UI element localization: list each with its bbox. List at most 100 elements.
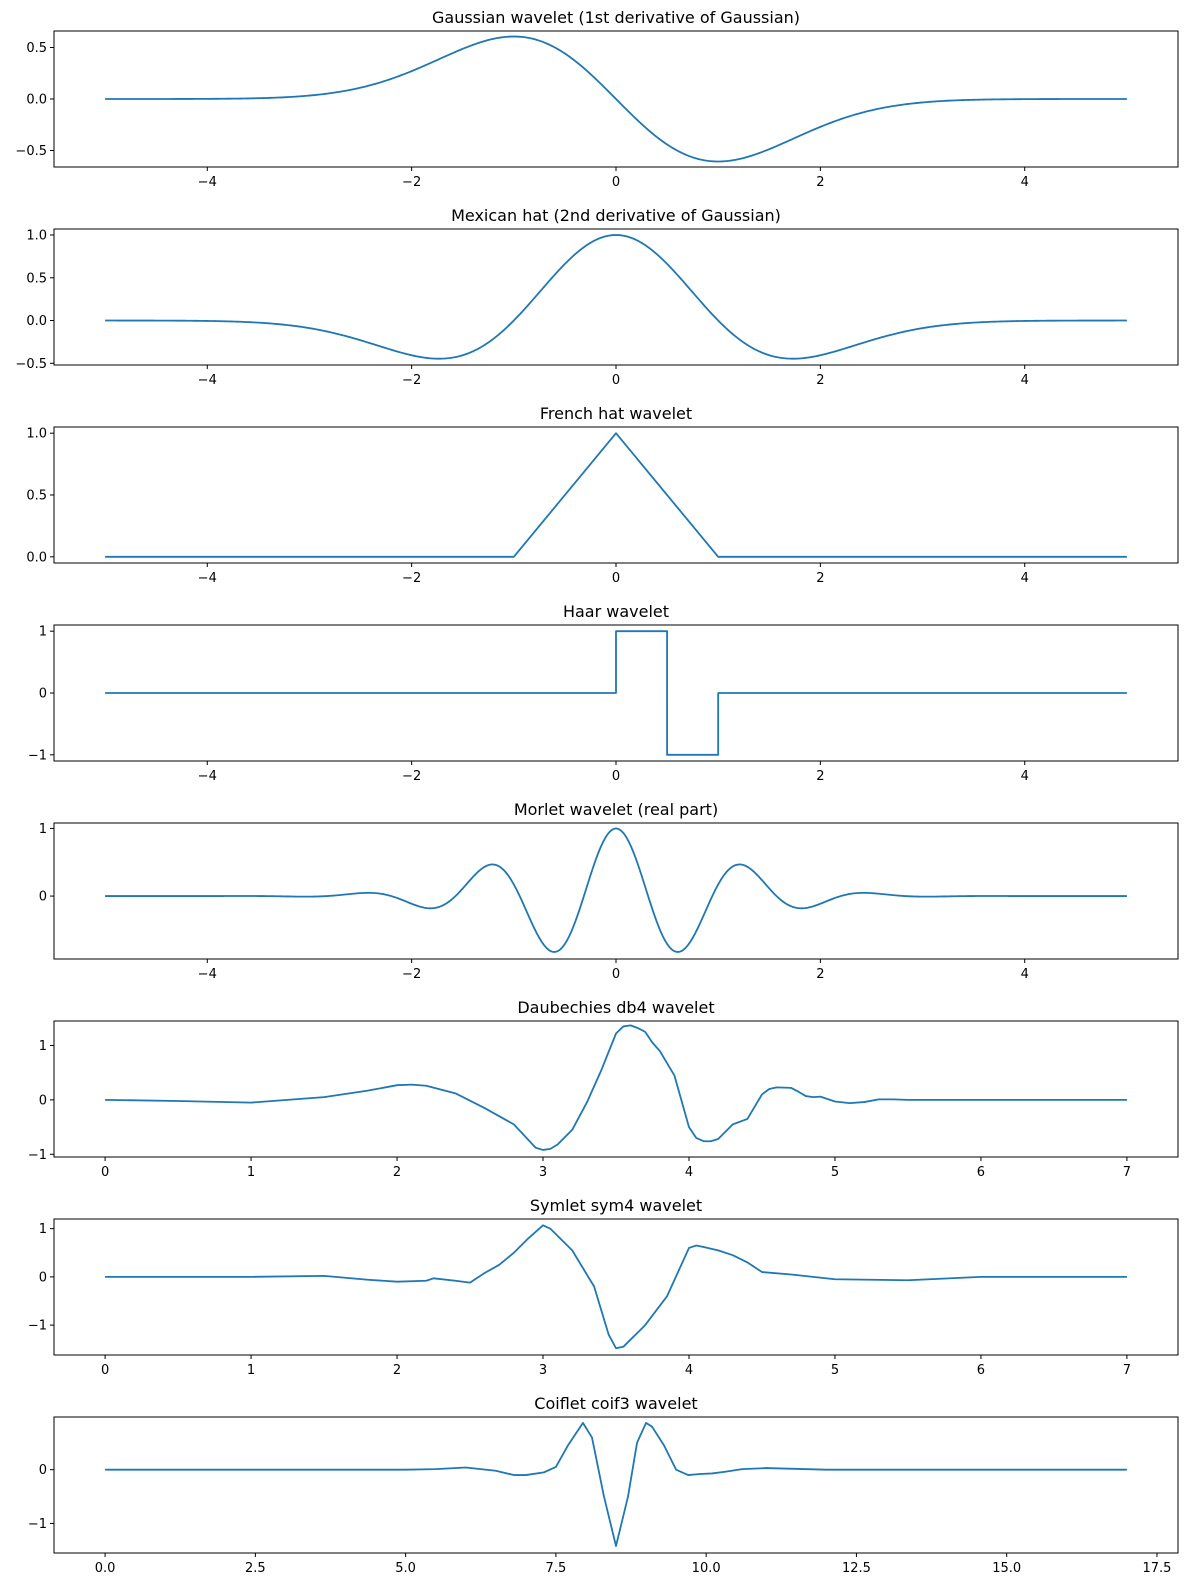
- x-tick-label: 0: [101, 1165, 109, 1180]
- axes-frame: [53, 426, 1179, 564]
- y-tick-label: 0: [39, 687, 47, 702]
- x-tick-label: −4: [198, 967, 217, 982]
- y-tick-label: 1: [39, 1039, 47, 1054]
- y-tick-label: 0.0: [26, 550, 47, 565]
- x-tick-label: 4: [1021, 571, 1029, 586]
- x-tick-label: 0: [612, 175, 620, 190]
- series-line-gaussian: [105, 35, 1127, 163]
- subplot-7: Symlet sym4 wavelet 0 1 2 3 4 5 6 7 −1 0 1: [28, 1196, 1179, 1378]
- subplot-title: Daubechies db4 wavelet: [517, 998, 714, 1017]
- y-tick-label: −0.5: [15, 357, 47, 372]
- subplot-1: Gaussian wavelet (1st derivative of Gaus…: [15, 8, 1179, 190]
- x-tick-label: 0: [612, 373, 620, 388]
- series-line-morlet: [105, 827, 1127, 953]
- y-tick-label: 1: [39, 822, 47, 837]
- y-tick-label: 1: [39, 1222, 47, 1237]
- axes-frame: [53, 1218, 1179, 1356]
- y-tick-label: 1.0: [26, 427, 47, 442]
- x-tick-label: 0: [612, 967, 620, 982]
- axes-frame: [53, 228, 1179, 366]
- y-tick-label: −0.5: [15, 144, 47, 159]
- axes-frame: [53, 1020, 1179, 1158]
- series-line-coif3: [105, 1422, 1127, 1547]
- subplot-8: Coiflet coif3 wavelet 0.0 2.5 5.0 7.5 10.0 12.…: [28, 1394, 1179, 1576]
- x-tick-label: −2: [402, 373, 421, 388]
- series-line-sym4: [105, 1224, 1127, 1350]
- axes-frame: [53, 822, 1179, 960]
- series-line-french-hat: [105, 432, 1127, 558]
- subplot-title: Gaussian wavelet (1st derivative of Gaus…: [432, 8, 800, 27]
- x-tick-label: 4: [685, 1165, 693, 1180]
- x-tick-label: 2: [393, 1363, 401, 1378]
- x-tick-label: 4: [1021, 967, 1029, 982]
- axes-frame: [53, 1416, 1179, 1554]
- y-tick-label: −1: [28, 1517, 47, 1532]
- x-tick-label: −4: [198, 175, 217, 190]
- subplot-6: Daubechies db4 wavelet 0 1 2 3 4 5 6 7 −1 0 1: [28, 998, 1179, 1180]
- x-tick-label: 15.0: [992, 1561, 1021, 1576]
- x-tick-label: −2: [402, 769, 421, 784]
- subplot-5: Morlet wavelet (real part) −4 −2 0 2 4 0 1: [39, 800, 1179, 982]
- x-tick-label: 0.0: [95, 1561, 116, 1576]
- x-tick-label: −4: [198, 373, 217, 388]
- y-tick-label: 1.0: [26, 228, 47, 243]
- x-tick-label: 6: [977, 1363, 985, 1378]
- subplot-title: Coiflet coif3 wavelet: [534, 1394, 697, 1413]
- y-tick-label: 0.5: [26, 271, 47, 286]
- x-tick-label: 0: [612, 769, 620, 784]
- x-tick-label: 2: [393, 1165, 401, 1180]
- x-tick-label: 5.0: [395, 1561, 416, 1576]
- x-tick-label: 1: [247, 1363, 255, 1378]
- x-tick-label: 7: [1123, 1165, 1131, 1180]
- x-tick-label: 2.5: [245, 1561, 266, 1576]
- x-tick-label: 2: [816, 769, 824, 784]
- y-tick-label: 1: [39, 625, 47, 640]
- x-tick-label: 2: [816, 175, 824, 190]
- x-tick-label: 6: [977, 1165, 985, 1180]
- y-tick-label: 0.5: [26, 41, 47, 56]
- subplot-4: Haar wavelet −4 −2 0 2 4 −1 0 1: [28, 602, 1179, 784]
- subplot-title: Symlet sym4 wavelet: [530, 1196, 702, 1215]
- subplot-3: French hat wavelet −4 −2 0 2 4 0.0 0.5 1.0: [26, 404, 1179, 586]
- x-tick-label: 0: [612, 571, 620, 586]
- x-tick-label: 1: [247, 1165, 255, 1180]
- x-tick-label: 7.5: [546, 1561, 567, 1576]
- x-tick-label: 12.5: [842, 1561, 871, 1576]
- series-line-mexican-hat: [105, 234, 1127, 360]
- x-tick-label: −4: [198, 769, 217, 784]
- x-tick-label: 4: [685, 1363, 693, 1378]
- x-tick-label: −4: [198, 571, 217, 586]
- x-tick-label: 3: [539, 1363, 547, 1378]
- x-tick-label: 10.0: [692, 1561, 721, 1576]
- y-tick-label: 0: [39, 1093, 47, 1108]
- subplot-title: French hat wavelet: [540, 404, 692, 423]
- y-tick-label: 0.0: [26, 314, 47, 329]
- x-tick-label: 5: [831, 1165, 839, 1180]
- x-tick-label: 3: [539, 1165, 547, 1180]
- y-tick-label: 0: [39, 890, 47, 905]
- x-tick-label: 0: [101, 1363, 109, 1378]
- series-line-db4: [105, 1024, 1127, 1151]
- y-tick-label: −1: [28, 1148, 47, 1163]
- subplot-2: Mexican hat (2nd derivative of Gaussian)…: [15, 206, 1179, 388]
- y-tick-label: 0.5: [26, 489, 47, 504]
- x-tick-label: 2: [816, 373, 824, 388]
- x-tick-label: 4: [1021, 769, 1029, 784]
- x-tick-label: 5: [831, 1363, 839, 1378]
- x-tick-label: −2: [402, 571, 421, 586]
- x-tick-label: 4: [1021, 175, 1029, 190]
- x-tick-label: −2: [402, 175, 421, 190]
- subplot-title: Haar wavelet: [563, 602, 669, 621]
- x-tick-label: 2: [816, 967, 824, 982]
- subplot-title: Morlet wavelet (real part): [514, 800, 718, 819]
- y-tick-label: 0: [39, 1463, 47, 1478]
- y-tick-label: 0: [39, 1270, 47, 1285]
- x-tick-label: 7: [1123, 1363, 1131, 1378]
- series-line-haar: [105, 630, 1127, 756]
- x-tick-label: −2: [402, 967, 421, 982]
- y-tick-label: 0.0: [26, 93, 47, 108]
- y-tick-label: −1: [28, 748, 47, 763]
- x-tick-label: 4: [1021, 373, 1029, 388]
- x-tick-label: 2: [816, 571, 824, 586]
